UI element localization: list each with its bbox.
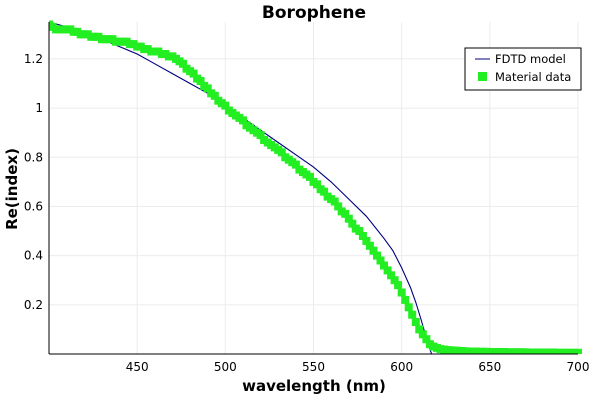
data-point-material xyxy=(330,197,339,206)
data-point-material xyxy=(341,209,350,218)
data-point-material xyxy=(306,172,314,181)
y-tick-label: 1 xyxy=(35,101,43,115)
x-tick-labels: 450 500 550 600 650 700 xyxy=(126,360,590,374)
x-tick-label: 700 xyxy=(567,360,590,374)
data-point-material xyxy=(362,236,371,245)
data-point-material xyxy=(383,266,392,275)
data-point-material xyxy=(196,77,205,85)
legend-marker-swatch xyxy=(478,72,487,81)
data-point-material xyxy=(348,219,357,228)
data-point-material xyxy=(408,310,417,319)
data-point-material xyxy=(376,256,385,265)
y-tick-label: 0.4 xyxy=(24,249,43,263)
data-point-material xyxy=(221,101,230,110)
data-point-material xyxy=(394,281,403,290)
plot-area xyxy=(49,20,582,354)
series-line-fdtd-model xyxy=(49,21,433,354)
x-tick-label: 550 xyxy=(302,360,325,374)
y-tick-label: 0.2 xyxy=(24,298,43,312)
y-tick-labels: 0.2 0.4 0.6 0.8 1 1.2 xyxy=(24,52,43,312)
data-point-material xyxy=(380,261,388,270)
x-tick-label: 500 xyxy=(214,360,237,374)
y-tick-label: 1.2 xyxy=(24,52,43,66)
data-point-material xyxy=(401,295,410,304)
y-axis-label: Re(index) xyxy=(3,148,21,230)
data-point-material xyxy=(179,59,187,68)
data-point-material xyxy=(189,69,198,78)
data-point-material xyxy=(418,330,427,339)
data-point-material xyxy=(415,325,424,334)
series-group xyxy=(49,20,582,354)
data-point-material xyxy=(387,271,396,280)
data-point-material xyxy=(277,148,286,157)
x-tick-label: 650 xyxy=(478,360,501,374)
data-point-material xyxy=(355,227,364,235)
legend-label-material: Material data xyxy=(495,70,571,84)
data-point-material xyxy=(210,91,219,100)
data-point-material xyxy=(365,241,374,250)
data-point-material xyxy=(369,246,378,255)
data-point-material xyxy=(358,232,367,240)
data-point-material xyxy=(422,335,431,344)
x-tick-label: 450 xyxy=(126,360,149,374)
data-point-material xyxy=(291,160,300,169)
data-point-material xyxy=(239,116,247,125)
data-point-material xyxy=(256,131,265,140)
data-point-material xyxy=(373,251,381,260)
legend: FDTD model Material data xyxy=(464,47,582,91)
axes xyxy=(48,22,578,355)
x-tick-label: 600 xyxy=(390,360,413,374)
data-point-material xyxy=(203,84,212,93)
chart-title: Borophene xyxy=(262,3,366,23)
data-point-material xyxy=(334,202,343,211)
x-axis-label: wavelength (nm) xyxy=(242,377,386,395)
data-point-material xyxy=(313,180,321,189)
data-point-material xyxy=(320,187,329,196)
legend-label-fdtd: FDTD model xyxy=(495,52,566,66)
data-point-material xyxy=(397,288,406,297)
data-point-material xyxy=(404,303,413,312)
data-point-material xyxy=(411,318,420,326)
data-point-material xyxy=(344,214,353,223)
data-point-material xyxy=(390,276,399,285)
y-tick-label: 0.8 xyxy=(24,150,43,164)
data-point-material xyxy=(574,348,582,354)
y-tick-label: 0.6 xyxy=(24,199,43,213)
legend-box xyxy=(464,47,582,91)
